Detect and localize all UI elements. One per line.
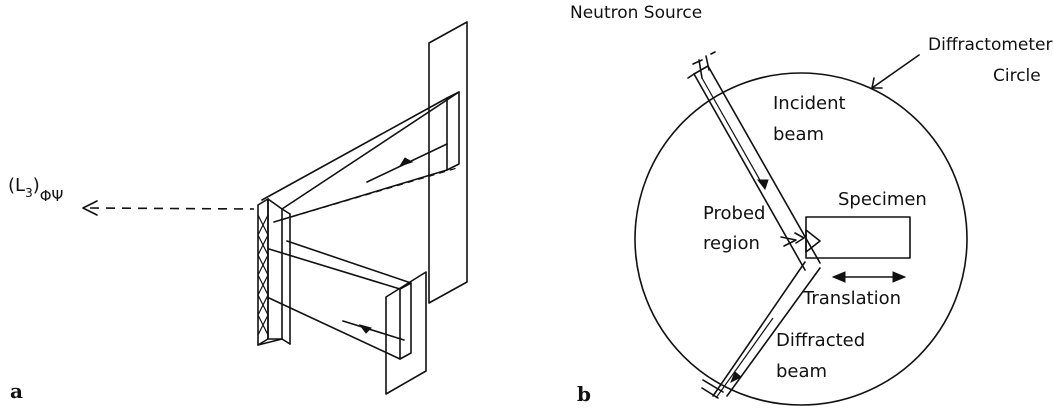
specimen-label: Specimen [838,189,927,210]
incident-beam-label-line2: beam [773,124,824,145]
lower-beam-prism [268,240,412,360]
panel-b-diagram: Neutron Source Diffractometer Circle Inc… [570,3,1052,406]
neutron-source-label: Neutron Source [570,3,702,23]
probed-region-label-line1: Probed [703,203,765,224]
strain-arrow-head [82,200,98,216]
probed-region-arrow [794,232,805,244]
strain-direction-dashed-line [89,207,255,210]
translation-arrow [831,271,907,283]
translation-label: Translation [802,288,901,309]
upper-beam-prism [261,91,460,223]
circle-pointer-arrow [871,77,883,89]
lower-plane [385,271,427,395]
strain-label: (L3)ΦΨ [8,175,63,205]
upper-plane [428,21,468,304]
diffractometer-circle [634,72,968,406]
panel-b-label: b [577,382,591,406]
circle-pointer-line [871,54,920,89]
panel-a-diagram: (L3)ΦΨ a [8,21,468,403]
incident-beam-label-line1: Incident [773,93,846,114]
specimen-block [805,216,911,259]
panel-a-label: a [10,379,23,403]
diffracted-beam-label-line1: Diffracted [776,330,865,351]
diffractometer-label-line2: Circle [993,66,1041,86]
diffractometer-label-line1: Diffractometer [928,35,1052,55]
gauge-volume-block [257,198,291,346]
diffracted-beam [701,261,821,399]
diffracted-beam-label-line2: beam [776,361,827,382]
probed-region-label-line2: region [703,233,760,254]
probed-region-diamond [805,229,821,253]
probed-region-pointer [780,236,797,247]
